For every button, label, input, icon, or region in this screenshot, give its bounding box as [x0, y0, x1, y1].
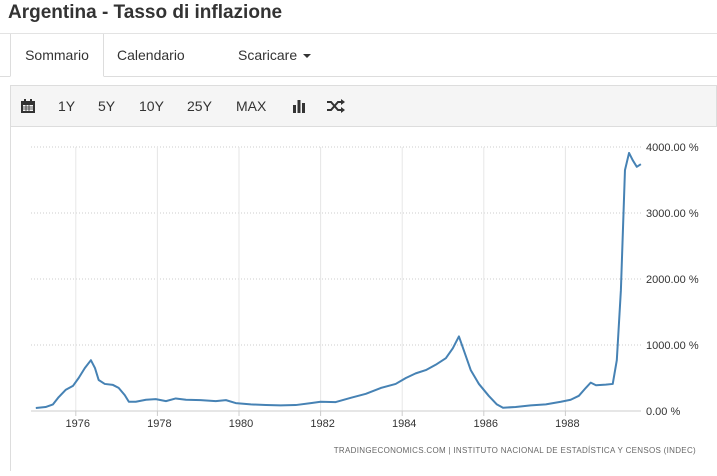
- x-tick-label: 1986: [474, 418, 498, 430]
- source-note: TRADINGECONOMICS.COM | INSTITUTO NACIONA…: [334, 446, 696, 455]
- x-tick-label: 1982: [310, 418, 334, 430]
- caret: [303, 54, 312, 59]
- tab[interactable]: Sommario: [10, 34, 104, 77]
- x-tick-label: 1984: [392, 418, 416, 430]
- y-tick-label: 4000.00 %: [646, 142, 699, 154]
- range-button[interactable]: 25Y: [187, 98, 212, 114]
- bar-chart-icon[interactable]: [292, 99, 306, 113]
- tab[interactable]: Scaricare: [238, 34, 312, 76]
- tab[interactable]: Calendario: [117, 47, 185, 63]
- y-tick-label: 0.00 %: [646, 406, 680, 418]
- shuffle-icon[interactable]: [327, 99, 345, 113]
- y-tick-label: 3000.00 %: [646, 208, 699, 220]
- tab-bar: Sommario Calendario Scaricare: [0, 33, 717, 77]
- range-button[interactable]: 10Y: [139, 98, 164, 114]
- range-button[interactable]: MAX: [236, 98, 267, 114]
- calendar-icon[interactable]: [21, 99, 35, 113]
- tab-label: Scaricare: [238, 47, 298, 63]
- x-tick-label: 1980: [229, 418, 253, 430]
- range-button[interactable]: 5Y: [98, 98, 116, 114]
- toolbar: 1Y 5Y 10Y 25Y MAX: [10, 85, 717, 127]
- x-tick-label: 1988: [555, 418, 579, 430]
- data-line: [35, 151, 642, 410]
- y-tick-label: 1000.00 %: [646, 340, 699, 352]
- page-title: Argentina - Tasso di inflazione: [8, 2, 283, 23]
- range-button[interactable]: 1Y: [58, 98, 76, 114]
- chart-container: TRADINGECONOMICS.COM | INSTITUTO NACIONA…: [10, 127, 717, 471]
- y-tick-label: 2000.00 %: [646, 274, 699, 286]
- chart: TRADINGECONOMICS.COM | INSTITUTO NACIONA…: [31, 142, 699, 455]
- x-tick-label: 1978: [147, 418, 171, 430]
- x-tick-label: 1976: [66, 418, 90, 430]
